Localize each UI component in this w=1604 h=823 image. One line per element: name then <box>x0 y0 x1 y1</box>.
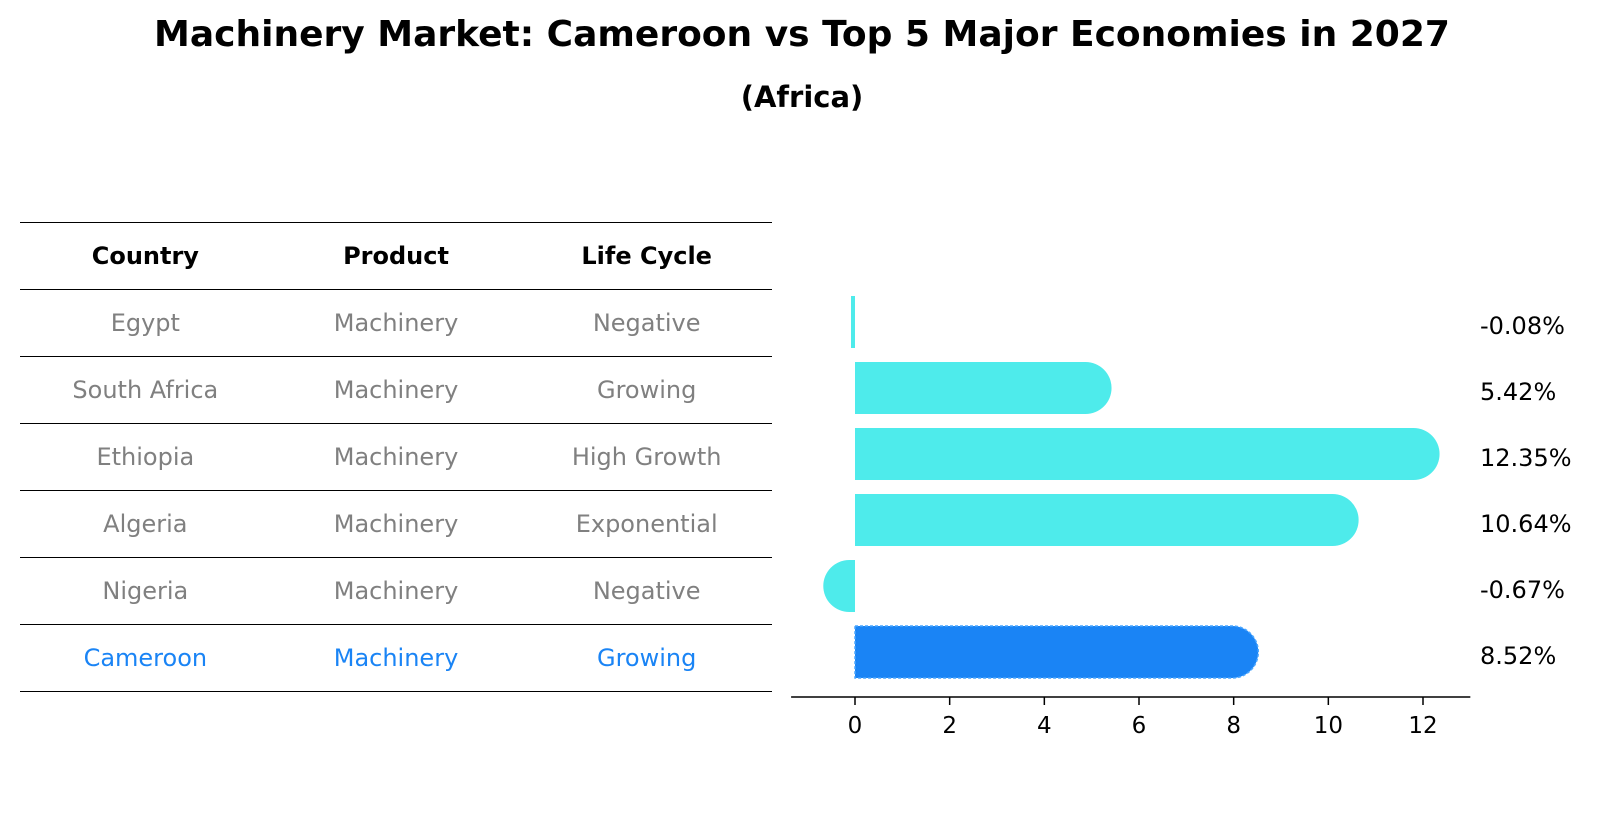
header-product: Product <box>343 242 449 270</box>
value-label: 5.42% <box>1480 378 1556 406</box>
table-row: Egypt Machinery Negative <box>20 289 772 356</box>
product-cell: Machinery <box>333 309 459 337</box>
x-tick-label: 4 <box>1037 713 1052 739</box>
x-tick-label: 10 <box>1314 713 1343 739</box>
bar-algeria <box>855 494 1359 546</box>
table-row: Ethiopia Machinery High Growth <box>20 423 772 490</box>
country-cell: Cameroon <box>83 644 208 672</box>
value-label: 8.52% <box>1480 642 1556 670</box>
value-label: -0.08% <box>1480 312 1565 340</box>
table-row: Algeria Machinery Exponential <box>20 490 772 557</box>
bar-ethiopia <box>855 428 1440 480</box>
product-cell: Machinery <box>333 510 459 538</box>
chart-subtitle: (Africa) <box>740 80 864 114</box>
life-cycle-cell: Negative <box>592 577 701 605</box>
x-tick-label: 8 <box>1226 713 1241 739</box>
header-life-cycle: Life Cycle <box>581 242 712 270</box>
life-cycle-cell: Negative <box>592 309 701 337</box>
life-cycle-cell: High Growth <box>571 443 722 471</box>
country-cell: Egypt <box>110 309 180 337</box>
x-tick-label: 2 <box>942 713 957 739</box>
country-cell: Algeria <box>103 510 188 538</box>
value-label: -0.67% <box>1480 576 1565 604</box>
table-header-row: Country Product Life Cycle <box>20 222 772 289</box>
bar-south-africa <box>855 362 1112 414</box>
product-cell: Machinery <box>333 443 459 471</box>
x-tick-label: 0 <box>848 713 863 739</box>
life-cycle-cell: Growing <box>596 644 697 672</box>
country-cell: Ethiopia <box>96 443 195 471</box>
chart-title: Machinery Market: Cameroon vs Top 5 Majo… <box>154 14 1450 55</box>
header-country: Country <box>91 242 199 270</box>
country-cell: South Africa <box>72 376 219 404</box>
life-cycle-cell: Growing <box>596 376 697 404</box>
table-row: Nigeria Machinery Negative <box>20 557 772 624</box>
x-tick-label: 12 <box>1408 713 1437 739</box>
life-cycle-cell: Exponential <box>575 510 718 538</box>
x-tick-label: 6 <box>1132 713 1147 739</box>
product-cell: Machinery <box>333 644 459 672</box>
value-label: 12.35% <box>1480 444 1572 472</box>
bar-nigeria <box>823 560 855 612</box>
bar-cameroon <box>854 625 1260 679</box>
data-table: Country Product Life Cycle Egypt Machine… <box>20 222 772 692</box>
table-row: Cameroon Machinery Growing <box>20 624 772 692</box>
bar-egypt <box>851 296 855 348</box>
country-cell: Nigeria <box>102 577 189 605</box>
table-row: South Africa Machinery Growing <box>20 356 772 423</box>
value-label: 10.64% <box>1480 510 1572 538</box>
product-cell: Machinery <box>333 577 459 605</box>
product-cell: Machinery <box>333 376 459 404</box>
